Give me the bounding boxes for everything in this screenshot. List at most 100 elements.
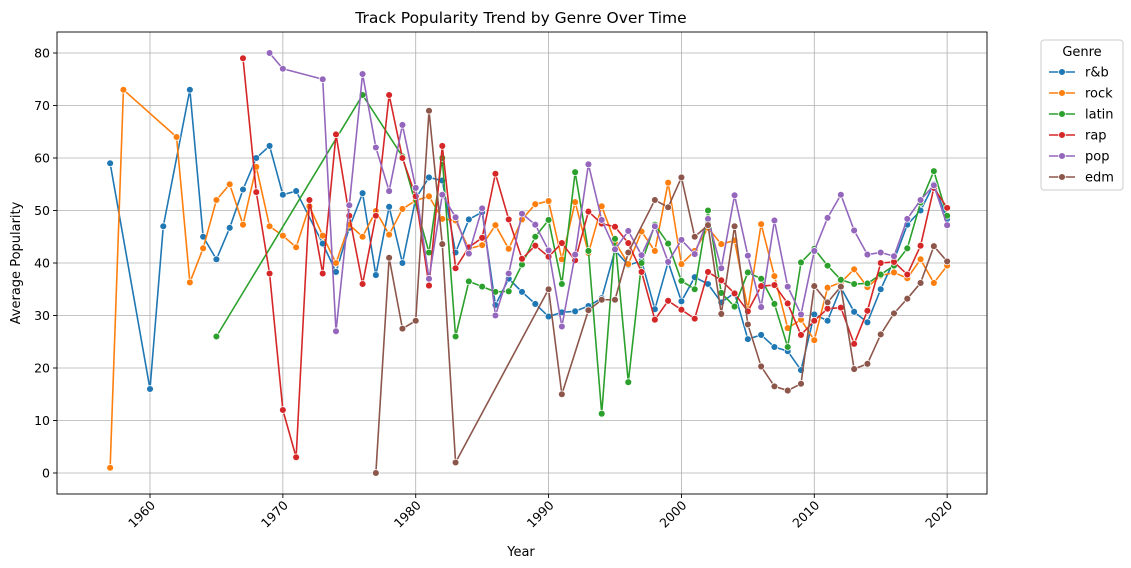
series-rock — [106, 85, 951, 472]
data-point — [518, 209, 526, 218]
data-point — [690, 285, 699, 294]
data-point — [571, 307, 579, 316]
data-point — [677, 305, 686, 314]
y-tick-label: 50 — [34, 203, 50, 218]
data-point — [186, 85, 194, 94]
data-point — [744, 251, 752, 260]
data-point — [744, 335, 752, 343]
data-point — [225, 180, 234, 189]
data-point — [332, 130, 340, 139]
data-point — [624, 239, 633, 247]
data-point — [677, 277, 686, 285]
x-tick-label: 2020 — [922, 497, 955, 530]
y-tick-label: 60 — [34, 151, 50, 166]
data-point — [930, 279, 938, 287]
data-point — [279, 191, 287, 199]
series-edm — [372, 106, 951, 477]
data-point — [172, 133, 181, 141]
data-point — [438, 154, 447, 162]
data-point — [850, 226, 858, 235]
data-point — [637, 251, 646, 259]
series-layer — [106, 49, 951, 477]
data-point — [757, 362, 765, 371]
data-point — [624, 248, 633, 257]
data-point — [318, 231, 327, 240]
data-point — [584, 306, 593, 315]
data-point — [783, 299, 792, 308]
data-point — [797, 310, 805, 319]
data-point — [451, 264, 460, 273]
data-point — [770, 272, 779, 280]
data-point — [465, 215, 473, 224]
data-point — [239, 185, 247, 194]
data-point — [584, 160, 593, 169]
x-tick-label: 2010 — [789, 497, 822, 530]
data-point — [770, 343, 779, 351]
data-point — [199, 244, 207, 253]
data-point — [597, 409, 606, 418]
data-point — [757, 220, 765, 228]
y-tick-label: 70 — [34, 98, 50, 113]
data-point — [863, 279, 872, 288]
data-point — [757, 331, 765, 339]
data-point — [558, 280, 566, 288]
legend-label: pop — [1085, 150, 1109, 165]
data-point — [531, 220, 540, 229]
data-point — [903, 270, 912, 279]
data-point — [810, 247, 819, 255]
data-point — [318, 269, 327, 278]
data-point — [465, 249, 473, 258]
data-point — [730, 222, 739, 231]
data-point — [717, 240, 726, 248]
data-point — [624, 227, 633, 235]
x-tick-label: 1960 — [125, 497, 158, 530]
data-point — [558, 390, 566, 399]
data-point — [584, 247, 593, 255]
data-point — [943, 204, 951, 212]
data-point — [398, 121, 407, 129]
data-point — [372, 469, 380, 477]
data-point — [332, 327, 340, 336]
data-point — [345, 212, 354, 220]
data-point — [611, 235, 619, 243]
data-point — [451, 458, 460, 467]
data-point — [212, 255, 221, 264]
x-axis-label: Year — [506, 545, 535, 560]
data-point — [930, 181, 938, 190]
data-point — [783, 282, 792, 291]
data-point — [770, 281, 779, 289]
series-pop — [265, 49, 951, 336]
data-point — [863, 307, 872, 315]
data-point — [677, 173, 686, 182]
data-point — [239, 54, 247, 62]
legend-label: latin — [1085, 108, 1114, 123]
data-point — [611, 223, 619, 231]
data-point — [916, 255, 925, 264]
data-point — [491, 170, 500, 178]
data-point — [717, 264, 726, 273]
data-point — [890, 268, 898, 277]
data-point — [770, 216, 779, 225]
data-point — [611, 245, 619, 254]
data-point — [372, 271, 380, 279]
legend: Genre r&b rock latin rap pop edm — [1040, 39, 1124, 191]
data-point — [544, 246, 553, 255]
data-point — [478, 204, 486, 213]
data-point — [571, 198, 579, 206]
data-point — [332, 259, 340, 267]
data-point — [292, 187, 300, 195]
data-point — [478, 234, 486, 242]
data-point — [398, 324, 407, 333]
series-line — [109, 88, 948, 390]
data-point — [571, 250, 579, 259]
data-point — [597, 296, 606, 304]
data-point — [677, 236, 686, 244]
data-point — [637, 268, 646, 276]
data-point — [651, 247, 659, 255]
data-point — [597, 216, 606, 224]
data-point — [451, 332, 460, 341]
data-point — [531, 300, 540, 308]
data-point — [358, 280, 367, 288]
data-point — [651, 196, 659, 204]
